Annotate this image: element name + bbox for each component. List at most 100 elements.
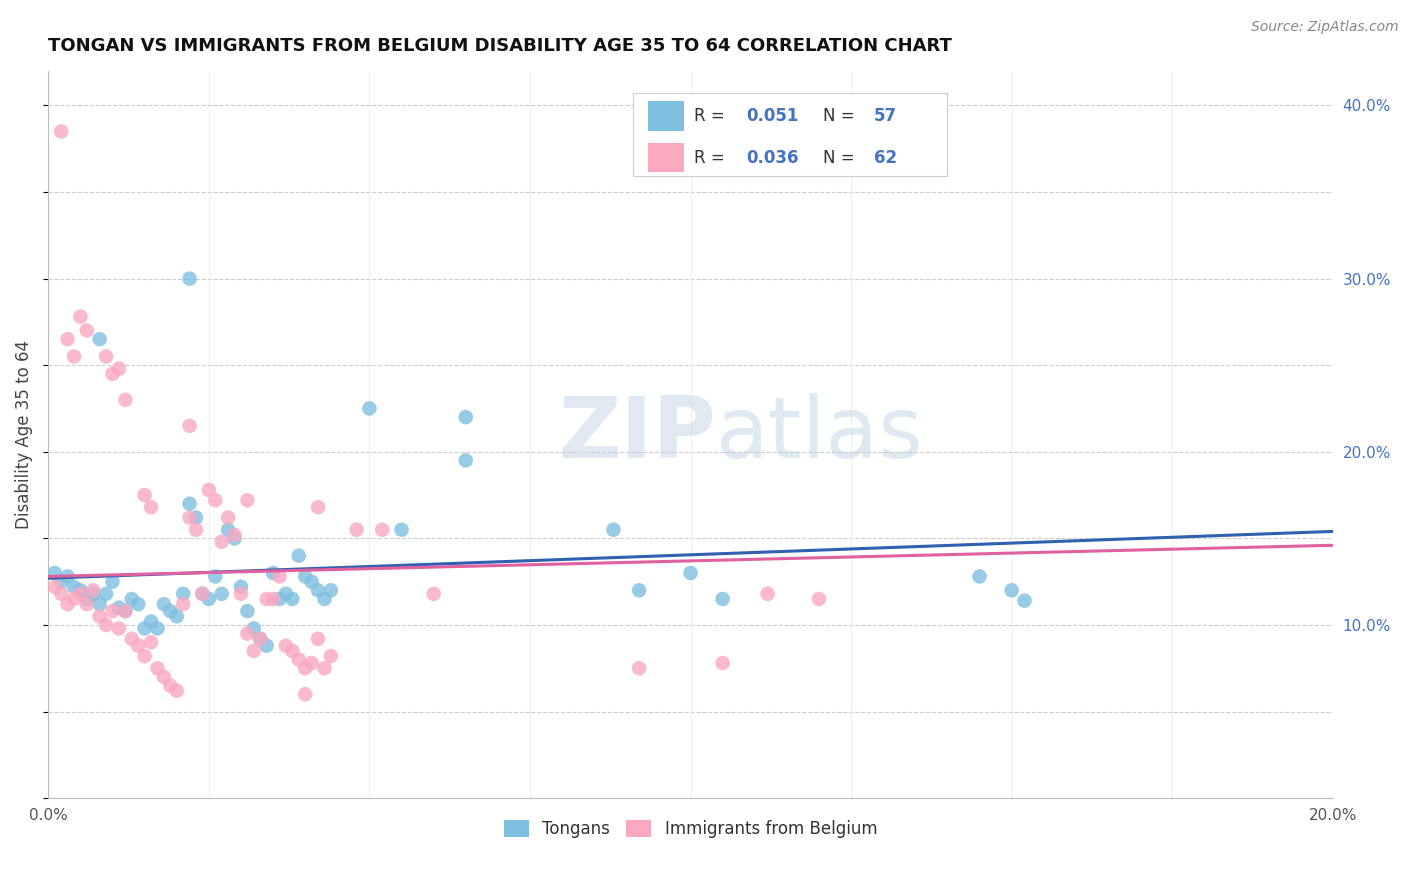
Text: 57: 57 <box>875 107 897 125</box>
Point <box>224 528 246 542</box>
Point <box>146 622 169 636</box>
Point <box>1001 583 1024 598</box>
Point <box>114 604 136 618</box>
Point <box>179 418 201 433</box>
Point <box>82 583 104 598</box>
Point <box>628 661 651 675</box>
Point <box>139 615 162 629</box>
Point <box>134 488 156 502</box>
Text: N =: N = <box>823 107 859 125</box>
Point <box>711 591 734 606</box>
Point <box>89 332 111 346</box>
Point <box>287 652 309 666</box>
Point <box>454 453 477 467</box>
Point <box>294 569 316 583</box>
Point <box>121 632 143 646</box>
Point <box>243 622 266 636</box>
Point <box>108 600 131 615</box>
Point <box>346 523 368 537</box>
Point <box>49 574 72 589</box>
Point <box>262 591 284 606</box>
Legend: Tongans, Immigrants from Belgium: Tongans, Immigrants from Belgium <box>496 813 884 845</box>
Text: ZIP: ZIP <box>558 393 716 476</box>
Point <box>294 661 316 675</box>
Text: atlas: atlas <box>716 393 924 476</box>
Point <box>711 656 734 670</box>
Text: 62: 62 <box>875 149 897 167</box>
Point <box>294 687 316 701</box>
Point <box>63 350 86 364</box>
Point <box>198 591 221 606</box>
Point <box>307 632 329 646</box>
Point <box>89 609 111 624</box>
Point <box>454 410 477 425</box>
Point <box>153 670 176 684</box>
Point <box>807 591 830 606</box>
Point <box>127 597 149 611</box>
Point <box>76 324 98 338</box>
Point <box>159 679 181 693</box>
Point <box>204 493 226 508</box>
Point <box>319 649 342 664</box>
Point <box>359 401 381 416</box>
Point <box>101 574 124 589</box>
Point <box>49 124 72 138</box>
Point <box>166 609 188 624</box>
Point <box>269 569 291 583</box>
Point <box>139 500 162 515</box>
Point <box>269 591 291 606</box>
Point <box>44 566 66 580</box>
Point <box>224 532 246 546</box>
Point <box>229 587 252 601</box>
FancyBboxPatch shape <box>633 93 948 177</box>
Point <box>114 604 136 618</box>
Point <box>63 580 86 594</box>
Point <box>422 587 444 601</box>
Text: Source: ZipAtlas.com: Source: ZipAtlas.com <box>1251 20 1399 34</box>
Point <box>602 523 624 537</box>
Point <box>108 622 131 636</box>
Point <box>172 597 194 611</box>
Point <box>82 587 104 601</box>
Point <box>56 597 79 611</box>
Point <box>211 534 233 549</box>
Point <box>274 639 297 653</box>
Point <box>63 591 86 606</box>
Point <box>94 618 117 632</box>
Point <box>114 392 136 407</box>
Y-axis label: Disability Age 35 to 64: Disability Age 35 to 64 <box>15 340 32 529</box>
Text: TONGAN VS IMMIGRANTS FROM BELGIUM DISABILITY AGE 35 TO 64 CORRELATION CHART: TONGAN VS IMMIGRANTS FROM BELGIUM DISABI… <box>48 37 952 55</box>
Point <box>256 639 278 653</box>
Point <box>184 523 207 537</box>
Point <box>217 510 239 524</box>
Point <box>391 523 413 537</box>
Point <box>179 497 201 511</box>
Point <box>314 661 336 675</box>
Point <box>44 580 66 594</box>
Point <box>146 661 169 675</box>
Point <box>139 635 162 649</box>
Text: 0.036: 0.036 <box>745 149 799 167</box>
Point <box>191 587 214 601</box>
Point <box>262 566 284 580</box>
Text: 0.051: 0.051 <box>745 107 799 125</box>
Point <box>134 649 156 664</box>
Text: N =: N = <box>823 149 859 167</box>
Point <box>94 350 117 364</box>
Point <box>281 591 304 606</box>
Point <box>127 639 149 653</box>
Point <box>69 583 91 598</box>
Point <box>153 597 176 611</box>
Text: R =: R = <box>695 107 730 125</box>
Point <box>101 367 124 381</box>
Point <box>121 591 143 606</box>
Point <box>969 569 991 583</box>
Point <box>166 683 188 698</box>
Point <box>159 604 181 618</box>
Point <box>69 587 91 601</box>
FancyBboxPatch shape <box>648 144 685 172</box>
Point <box>134 622 156 636</box>
Point <box>236 493 259 508</box>
Point <box>94 587 117 601</box>
FancyBboxPatch shape <box>648 102 685 130</box>
